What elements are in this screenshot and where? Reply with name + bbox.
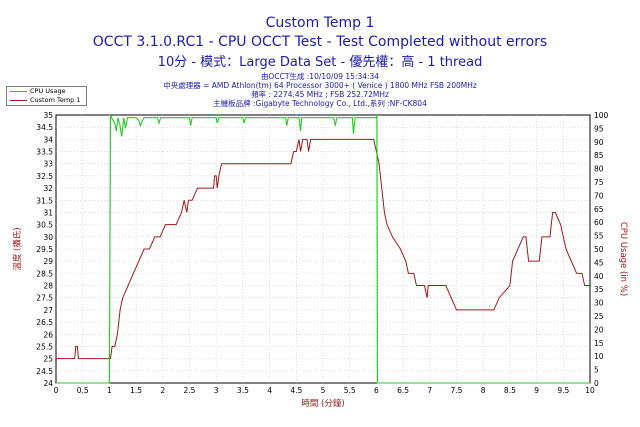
y-right-tick-label: 50 bbox=[594, 245, 604, 254]
y-left-tick-label: 32.5 bbox=[36, 172, 53, 181]
x-tick-label: 1 bbox=[107, 386, 112, 395]
y-right-tick-label: 65 bbox=[594, 205, 604, 214]
y-right-tick-label: 90 bbox=[594, 138, 604, 147]
y-right-tick-label: 40 bbox=[594, 272, 604, 281]
y-right-tick-label: 20 bbox=[594, 325, 604, 334]
y-left-tick-label: 28 bbox=[43, 282, 53, 291]
y-left-tick-label: 26.5 bbox=[36, 318, 53, 327]
y-left-tick-label: 30.5 bbox=[36, 221, 53, 230]
y-right-tick-label: 85 bbox=[594, 151, 604, 160]
y-left-tick-label: 33 bbox=[43, 160, 53, 169]
x-tick-label: 4 bbox=[267, 386, 272, 395]
y-left-tick-label: 26 bbox=[43, 330, 53, 339]
y-left-tick-label: 34 bbox=[43, 135, 53, 144]
y-left-tick-label: 31.5 bbox=[36, 196, 53, 205]
y-right-tick-label: 80 bbox=[594, 165, 604, 174]
y-left-tick-label: 27.5 bbox=[36, 294, 53, 303]
x-tick-label: 4.5 bbox=[290, 386, 302, 395]
legend-label-custom-temp: Custom Temp 1 bbox=[30, 96, 81, 104]
legend-item-custom-temp: Custom Temp 1 bbox=[7, 96, 86, 105]
x-tick-label: 6.5 bbox=[397, 386, 409, 395]
y-left-tick-label: 24 bbox=[43, 379, 53, 388]
y-left-tick-label: 29 bbox=[43, 257, 53, 266]
chart-subtitle-test: OCCT 3.1.0.RC1 - CPU OCCT Test - Test Co… bbox=[92, 34, 548, 50]
y-left-tick-label: 33.5 bbox=[36, 148, 53, 157]
y-left-tick-label: 35 bbox=[43, 111, 53, 120]
y-right-tick-label: 70 bbox=[594, 191, 604, 200]
y-right-tick-label: 75 bbox=[594, 178, 604, 187]
x-tick-label: 7 bbox=[427, 386, 432, 395]
y-left-tick-label: 28.5 bbox=[36, 269, 53, 278]
legend-swatch-cpu-usage bbox=[10, 91, 27, 92]
chart-title: Custom Temp 1 bbox=[265, 15, 375, 31]
y-right-tick-label: 45 bbox=[594, 258, 604, 267]
y-right-tick-label: 100 bbox=[594, 111, 609, 120]
y-right-tick-label: 5 bbox=[594, 366, 599, 375]
x-tick-label: 10 bbox=[585, 386, 595, 395]
y-right-tick-label: 55 bbox=[594, 232, 604, 241]
x-tick-label: 5 bbox=[321, 386, 326, 395]
y-left-tick-label: 30 bbox=[43, 233, 53, 242]
y-right-tick-label: 0 bbox=[594, 379, 599, 388]
y-right-tick-label: 25 bbox=[594, 312, 604, 321]
y-left-tick-label: 31 bbox=[43, 208, 53, 217]
y-left-tick-label: 25.5 bbox=[36, 342, 53, 351]
chart-legend: CPU Usage Custom Temp 1 bbox=[6, 86, 87, 106]
x-tick-label: 0.5 bbox=[77, 386, 89, 395]
y-right-tick-label: 35 bbox=[594, 285, 604, 294]
y-left-tick-label: 25 bbox=[43, 355, 53, 364]
x-tick-label: 1.5 bbox=[130, 386, 142, 395]
y-right-tick-label: 95 bbox=[594, 124, 604, 133]
y-right-tick-label: 10 bbox=[594, 352, 604, 361]
info-frequency: 頻率 : 2274.45 MHz ; FSB 252.72MHz bbox=[251, 90, 389, 99]
x-tick-label: 3.5 bbox=[237, 386, 249, 395]
y-left-tick-label: 24.5 bbox=[36, 367, 53, 376]
y-right-tick-label: 30 bbox=[594, 299, 604, 308]
y-left-tick-label: 32 bbox=[43, 184, 53, 193]
y-axis-label-left: 溫度 (攝氏) bbox=[12, 227, 23, 270]
x-tick-label: 8 bbox=[481, 386, 486, 395]
x-tick-label: 9 bbox=[534, 386, 539, 395]
x-tick-label: 8.5 bbox=[504, 386, 516, 395]
x-tick-label: 0 bbox=[54, 386, 59, 395]
legend-label-cpu-usage: CPU Usage bbox=[30, 87, 66, 95]
y-right-tick-label: 60 bbox=[594, 218, 604, 227]
chart-subtitle-mode: 10分 - 模式：Large Data Set - 優先權：高 - 1 thre… bbox=[157, 55, 483, 70]
x-tick-label: 7.5 bbox=[451, 386, 463, 395]
series-line-custom-temp bbox=[56, 138, 590, 360]
info-generated: 由OCCT生成 :10/10/09 15:34:34 bbox=[260, 72, 380, 81]
x-tick-label: 5.5 bbox=[344, 386, 356, 395]
y-left-tick-label: 29.5 bbox=[36, 245, 53, 254]
y-right-tick-label: 15 bbox=[594, 339, 604, 348]
x-tick-label: 3 bbox=[214, 386, 219, 395]
x-tick-label: 6 bbox=[374, 386, 379, 395]
legend-item-cpu-usage: CPU Usage bbox=[7, 87, 86, 96]
x-tick-label: 2.5 bbox=[184, 386, 196, 395]
info-motherboard: 主機板品牌 :Gigabyte Technology Co., Ltd.,系列 … bbox=[213, 99, 427, 108]
legend-swatch-custom-temp bbox=[10, 100, 27, 101]
y-left-tick-label: 27 bbox=[43, 306, 53, 315]
series-line-cpu-usage bbox=[56, 114, 590, 384]
info-cpu: 中央處理器 = AMD Athlon(tm) 64 Processor 3000… bbox=[163, 81, 477, 90]
x-tick-label: 2 bbox=[160, 386, 165, 395]
x-axis-label: 時間 (分鐘) bbox=[301, 398, 344, 409]
x-tick-label: 9.5 bbox=[557, 386, 569, 395]
y-left-tick-label: 34.5 bbox=[36, 123, 53, 132]
y-axis-label-right: CPU Usage (in %) bbox=[618, 222, 628, 296]
